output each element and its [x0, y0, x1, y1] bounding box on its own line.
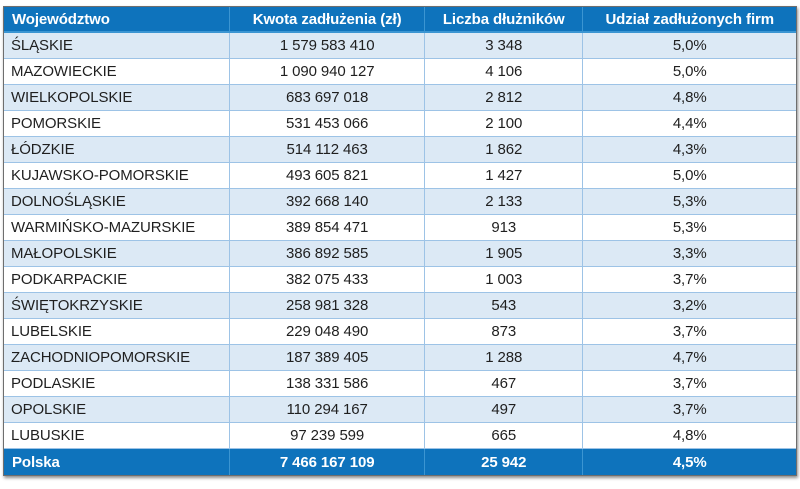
udzial-firm-cell: 4,8%	[582, 422, 796, 449]
table-row: LUBUSKIE 97 239 599 665 4,8%	[4, 422, 796, 449]
wojewodztwo-cell: DOLNOŚLĄSKIE	[4, 188, 230, 215]
liczba-dluznikow-cell: 665	[424, 422, 583, 449]
udzial-firm-cell: 3,7%	[582, 370, 796, 397]
liczba-dluznikow-cell: 2 100	[424, 110, 583, 137]
wojewodztwo-cell: KUJAWSKO-POMORSKIE	[4, 162, 230, 189]
header-row: Województwo Kwota zadłużenia (zł) Liczba…	[4, 7, 796, 33]
wojewodztwo-cell: POMORSKIE	[4, 110, 230, 137]
udzial-firm-cell: 4,7%	[582, 344, 796, 371]
debt-table-container: Województwo Kwota zadłużenia (zł) Liczba…	[3, 6, 797, 476]
kwota-zadluzenia-cell: 386 892 585	[229, 240, 425, 267]
table-row: MAZOWIECKIE 1 090 940 127 4 106 5,0%	[4, 58, 796, 85]
column-header-liczba-dluznikow: Liczba dłużników	[424, 7, 583, 33]
total-row: Polska 7 466 167 109 25 942 4,5%	[4, 448, 796, 475]
udzial-firm-cell: 4,4%	[582, 110, 796, 137]
liczba-dluznikow-cell: 2 133	[424, 188, 583, 215]
udzial-firm-cell: 4,8%	[582, 84, 796, 111]
wojewodztwo-cell: WIELKOPOLSKIE	[4, 84, 230, 111]
kwota-zadluzenia-cell: 389 854 471	[229, 214, 425, 241]
liczba-dluznikow-cell: 497	[424, 396, 583, 423]
liczba-dluznikow-cell: 1 003	[424, 266, 583, 293]
table-body: ŚLĄSKIE 1 579 583 410 3 348 5,0% MAZOWIECKIE…	[4, 32, 796, 449]
total-udzial-cell: 4,5%	[582, 448, 796, 475]
wojewodztwo-cell: LUBUSKIE	[4, 422, 230, 449]
kwota-zadluzenia-cell: 258 981 328	[229, 292, 425, 319]
wojewodztwo-cell: ŁÓDZKIE	[4, 136, 230, 163]
udzial-firm-cell: 5,3%	[582, 188, 796, 215]
kwota-zadluzenia-cell: 110 294 167	[229, 396, 425, 423]
kwota-zadluzenia-cell: 1 579 583 410	[229, 32, 425, 59]
wojewodztwo-cell: OPOLSKIE	[4, 396, 230, 423]
kwota-zadluzenia-cell: 392 668 140	[229, 188, 425, 215]
kwota-zadluzenia-cell: 531 453 066	[229, 110, 425, 137]
debt-by-voivodeship-table: Województwo Kwota zadłużenia (zł) Liczba…	[4, 7, 796, 475]
udzial-firm-cell: 3,7%	[582, 318, 796, 345]
udzial-firm-cell: 3,7%	[582, 266, 796, 293]
table-row: OPOLSKIE 110 294 167 497 3,7%	[4, 396, 796, 423]
udzial-firm-cell: 5,0%	[582, 58, 796, 85]
table-row: WIELKOPOLSKIE 683 697 018 2 812 4,8%	[4, 84, 796, 111]
table-row: LUBELSKIE 229 048 490 873 3,7%	[4, 318, 796, 345]
total-kwota-cell: 7 466 167 109	[229, 448, 425, 475]
udzial-firm-cell: 5,0%	[582, 32, 796, 59]
udzial-firm-cell: 4,3%	[582, 136, 796, 163]
table-footer: Polska 7 466 167 109 25 942 4,5%	[4, 448, 796, 475]
table-row: KUJAWSKO-POMORSKIE 493 605 821 1 427 5,0%	[4, 162, 796, 189]
kwota-zadluzenia-cell: 229 048 490	[229, 318, 425, 345]
table-row: MAŁOPOLSKIE 386 892 585 1 905 3,3%	[4, 240, 796, 267]
kwota-zadluzenia-cell: 187 389 405	[229, 344, 425, 371]
liczba-dluznikow-cell: 543	[424, 292, 583, 319]
udzial-firm-cell: 5,3%	[582, 214, 796, 241]
wojewodztwo-cell: ŚLĄSKIE	[4, 32, 230, 59]
wojewodztwo-cell: MAZOWIECKIE	[4, 58, 230, 85]
liczba-dluznikow-cell: 913	[424, 214, 583, 241]
kwota-zadluzenia-cell: 382 075 433	[229, 266, 425, 293]
kwota-zadluzenia-cell: 683 697 018	[229, 84, 425, 111]
column-header-wojewodztwo: Województwo	[4, 7, 230, 33]
wojewodztwo-cell: PODLASKIE	[4, 370, 230, 397]
kwota-zadluzenia-cell: 1 090 940 127	[229, 58, 425, 85]
wojewodztwo-cell: ŚWIĘTOKRZYSKIE	[4, 292, 230, 319]
liczba-dluznikow-cell: 2 812	[424, 84, 583, 111]
column-header-udzial-zadluzonych-firm: Udział zadłużonych firm	[582, 7, 796, 33]
table-row: WARMIŃSKO-MAZURSKIE 389 854 471 913 5,3%	[4, 214, 796, 241]
wojewodztwo-cell: LUBELSKIE	[4, 318, 230, 345]
total-liczba-cell: 25 942	[424, 448, 583, 475]
kwota-zadluzenia-cell: 97 239 599	[229, 422, 425, 449]
kwota-zadluzenia-cell: 138 331 586	[229, 370, 425, 397]
udzial-firm-cell: 3,3%	[582, 240, 796, 267]
liczba-dluznikow-cell: 1 905	[424, 240, 583, 267]
wojewodztwo-cell: PODKARPACKIE	[4, 266, 230, 293]
liczba-dluznikow-cell: 1 288	[424, 344, 583, 371]
table-row: DOLNOŚLĄSKIE 392 668 140 2 133 5,3%	[4, 188, 796, 215]
table-row: POMORSKIE 531 453 066 2 100 4,4%	[4, 110, 796, 137]
liczba-dluznikow-cell: 4 106	[424, 58, 583, 85]
udzial-firm-cell: 3,2%	[582, 292, 796, 319]
total-label-cell: Polska	[4, 448, 230, 475]
column-header-kwota-zadluzenia: Kwota zadłużenia (zł)	[229, 7, 425, 33]
udzial-firm-cell: 5,0%	[582, 162, 796, 189]
kwota-zadluzenia-cell: 514 112 463	[229, 136, 425, 163]
wojewodztwo-cell: WARMIŃSKO-MAZURSKIE	[4, 214, 230, 241]
table-row: ŁÓDZKIE 514 112 463 1 862 4,3%	[4, 136, 796, 163]
liczba-dluznikow-cell: 1 427	[424, 162, 583, 189]
table-row: ZACHODNIOPOMORSKIE 187 389 405 1 288 4,7%	[4, 344, 796, 371]
liczba-dluznikow-cell: 467	[424, 370, 583, 397]
table-row: PODKARPACKIE 382 075 433 1 003 3,7%	[4, 266, 796, 293]
liczba-dluznikow-cell: 3 348	[424, 32, 583, 59]
udzial-firm-cell: 3,7%	[582, 396, 796, 423]
table-header: Województwo Kwota zadłużenia (zł) Liczba…	[4, 7, 796, 33]
table-row: ŚWIĘTOKRZYSKIE 258 981 328 543 3,2%	[4, 292, 796, 319]
wojewodztwo-cell: MAŁOPOLSKIE	[4, 240, 230, 267]
kwota-zadluzenia-cell: 493 605 821	[229, 162, 425, 189]
liczba-dluznikow-cell: 873	[424, 318, 583, 345]
table-row: ŚLĄSKIE 1 579 583 410 3 348 5,0%	[4, 32, 796, 59]
wojewodztwo-cell: ZACHODNIOPOMORSKIE	[4, 344, 230, 371]
liczba-dluznikow-cell: 1 862	[424, 136, 583, 163]
table-row: PODLASKIE 138 331 586 467 3,7%	[4, 370, 796, 397]
